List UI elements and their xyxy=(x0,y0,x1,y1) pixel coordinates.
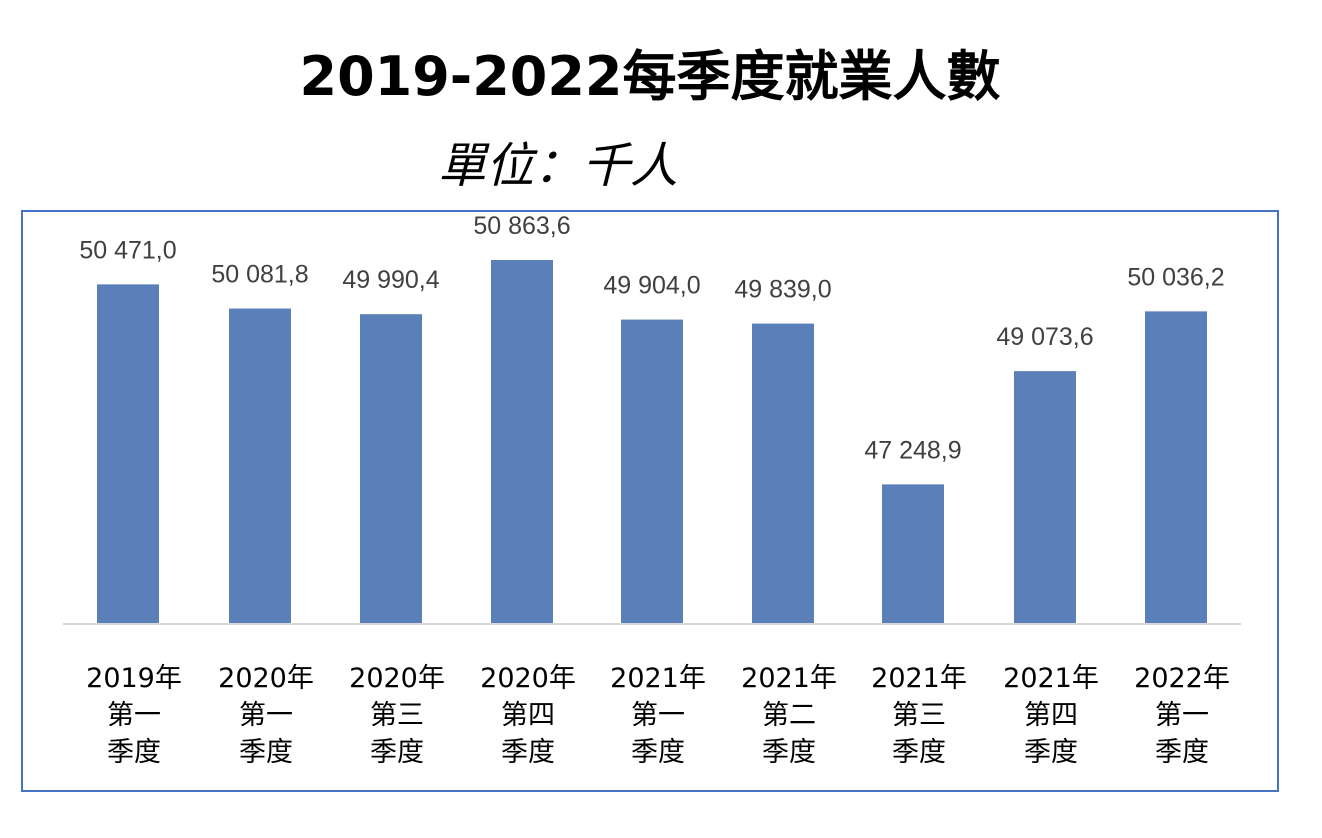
bar-8 xyxy=(1014,371,1076,624)
x-tick-label-1: 2019年 第一 季度 xyxy=(86,663,182,768)
bar-1 xyxy=(97,284,159,624)
x-tick-label-6: 2021年 第二 季度 xyxy=(741,663,837,768)
data-label-1: 50 471,0 xyxy=(79,236,176,264)
x-tick-label-8: 2021年 第四 季度 xyxy=(1003,663,1099,768)
bar-5 xyxy=(621,319,683,624)
bar-3 xyxy=(360,314,422,624)
x-tick-label-7: 2021年 第三 季度 xyxy=(871,663,967,768)
data-label-7: 47 248,9 xyxy=(864,436,961,464)
bar-6 xyxy=(752,323,814,624)
x-tick-label-3: 2020年 第三 季度 xyxy=(349,663,445,768)
bar-7 xyxy=(882,484,944,624)
chart-subtitle: 單位：千人 xyxy=(438,138,679,194)
bar-4 xyxy=(491,260,553,624)
data-label-4: 50 863,6 xyxy=(473,212,570,240)
x-tick-label-9: 2022年 第一 季度 xyxy=(1134,663,1230,768)
bar-9 xyxy=(1145,311,1207,624)
data-label-5: 49 904,0 xyxy=(603,272,700,300)
x-tick-label-5: 2021年 第一 季度 xyxy=(610,663,706,768)
chart-title: 2019-2022每季度就業人數 xyxy=(299,45,1001,108)
data-label-9: 50 036,2 xyxy=(1127,263,1224,291)
data-label-2: 50 081,8 xyxy=(211,261,308,289)
data-label-3: 49 990,4 xyxy=(342,266,439,294)
bar-2 xyxy=(229,308,291,624)
x-tick-label-2: 2020年 第一 季度 xyxy=(218,663,314,768)
x-tick-label-4: 2020年 第四 季度 xyxy=(480,663,576,768)
data-label-6: 49 839,0 xyxy=(734,276,831,304)
data-label-8: 49 073,6 xyxy=(996,323,1093,351)
